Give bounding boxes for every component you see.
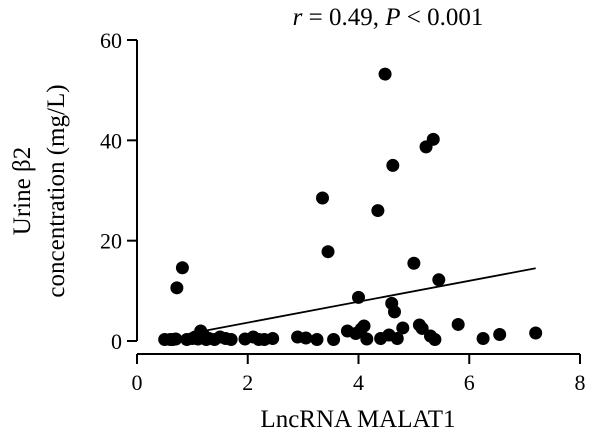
y-tick-label: 20	[100, 229, 122, 254]
fit-line	[203, 267, 536, 332]
data-point	[357, 319, 371, 333]
y-tick-label: 60	[100, 28, 122, 53]
data-point	[432, 273, 446, 287]
data-point	[415, 321, 429, 335]
y-ticks: 0 20 40 60	[100, 28, 137, 354]
data-point	[386, 158, 400, 172]
x-tick-label: 0	[132, 370, 143, 395]
data-point	[299, 331, 313, 345]
x-axis-label: LncRNA MALAT1	[260, 406, 455, 433]
x-tick-label: 2	[242, 370, 253, 395]
data-point	[476, 331, 490, 345]
data-point	[170, 281, 184, 295]
data-point	[387, 305, 401, 319]
data-point	[493, 327, 507, 341]
data-point	[316, 191, 330, 205]
axes	[136, 40, 580, 355]
x-ticks: 0 2 4 6 8	[132, 354, 586, 395]
data-point	[407, 256, 421, 270]
data-point	[352, 290, 365, 304]
data-point	[390, 331, 404, 345]
x-tick-label: 8	[575, 370, 586, 395]
x-tick-label: 4	[353, 370, 364, 395]
data-point	[428, 332, 442, 346]
data-point	[371, 204, 385, 218]
data-point	[224, 332, 238, 346]
data-point	[426, 132, 440, 146]
data-point	[396, 321, 410, 335]
data-point	[451, 317, 465, 331]
x-tick-label: 6	[464, 370, 475, 395]
data-point	[310, 332, 324, 346]
data-point	[529, 326, 543, 340]
y-tick-label: 40	[100, 128, 122, 153]
regression-line	[203, 267, 536, 332]
y-axis-label: Urine β2 concentration (mg/L)	[9, 84, 70, 297]
y-axis-label-line-1: Urine β2	[9, 147, 36, 235]
data-point	[266, 331, 280, 345]
data-point	[360, 332, 374, 346]
data-point	[175, 261, 189, 275]
data-point	[378, 67, 392, 81]
data-point	[327, 332, 341, 346]
y-tick-label: 0	[111, 329, 122, 354]
correlation-annotation: r = 0.49, P < 0.001	[293, 4, 484, 31]
data-points	[158, 67, 543, 346]
data-point	[169, 332, 183, 346]
data-point	[321, 245, 335, 259]
y-axis-label-line-2: concentration (mg/L)	[43, 84, 70, 297]
